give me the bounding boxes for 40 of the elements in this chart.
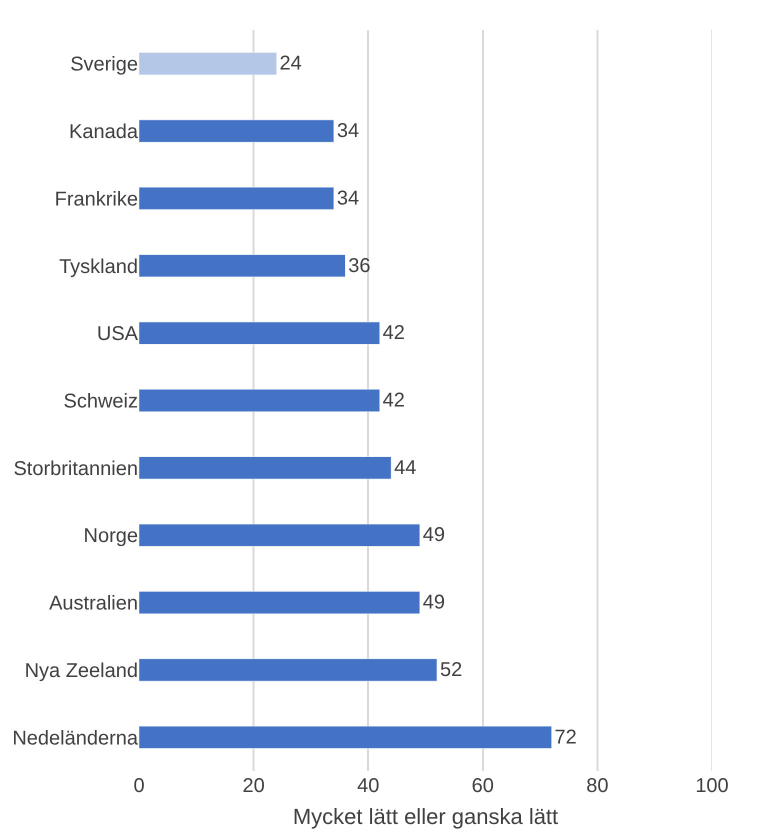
x-tick-label: 60 — [472, 775, 494, 797]
bar — [139, 524, 420, 547]
y-tick-label: Frankrike — [54, 188, 138, 210]
x-tick-label: 20 — [242, 775, 265, 797]
bar — [139, 120, 334, 142]
x-tick-label: 0 — [133, 775, 145, 797]
x-tick-label: 100 — [695, 775, 729, 797]
data-label: 42 — [382, 322, 405, 344]
bar — [139, 254, 346, 278]
data-label: 49 — [422, 524, 446, 546]
data-label: 42 — [382, 390, 405, 412]
data-label: 24 — [280, 52, 302, 75]
data-label: 36 — [348, 254, 371, 277]
y-tick-label: Norge — [84, 525, 138, 548]
bar — [139, 726, 552, 749]
bar — [139, 389, 380, 412]
y-tick-label: Schweiz — [64, 390, 138, 412]
bar — [139, 322, 380, 344]
bar — [139, 456, 392, 480]
y-tick-label: Nedeländerna — [12, 727, 139, 750]
data-label: 34 — [336, 120, 360, 142]
bar — [139, 52, 277, 76]
x-axis-title: Mycket lätt eller ganska lätt — [292, 804, 558, 829]
bar — [139, 658, 438, 682]
bar — [139, 187, 334, 210]
y-tick-label: Sverige — [70, 54, 138, 76]
y-tick-label: Nya Zeeland — [24, 660, 138, 682]
y-tick-label: Storbritannien — [13, 458, 138, 480]
x-tick-label: 80 — [586, 775, 609, 797]
data-label: 34 — [336, 187, 360, 210]
data-label: 49 — [422, 592, 446, 614]
y-tick-label: Australien — [49, 592, 138, 615]
y-tick-label: Tyskland — [59, 256, 138, 278]
data-label: 44 — [394, 456, 416, 479]
data-label: 52 — [440, 658, 462, 681]
bar — [139, 591, 420, 614]
y-tick-label: Kanada — [69, 121, 139, 144]
x-tick-label: 40 — [357, 775, 380, 797]
y-tick-label: USA — [96, 323, 139, 346]
data-label: 72 — [554, 726, 577, 748]
